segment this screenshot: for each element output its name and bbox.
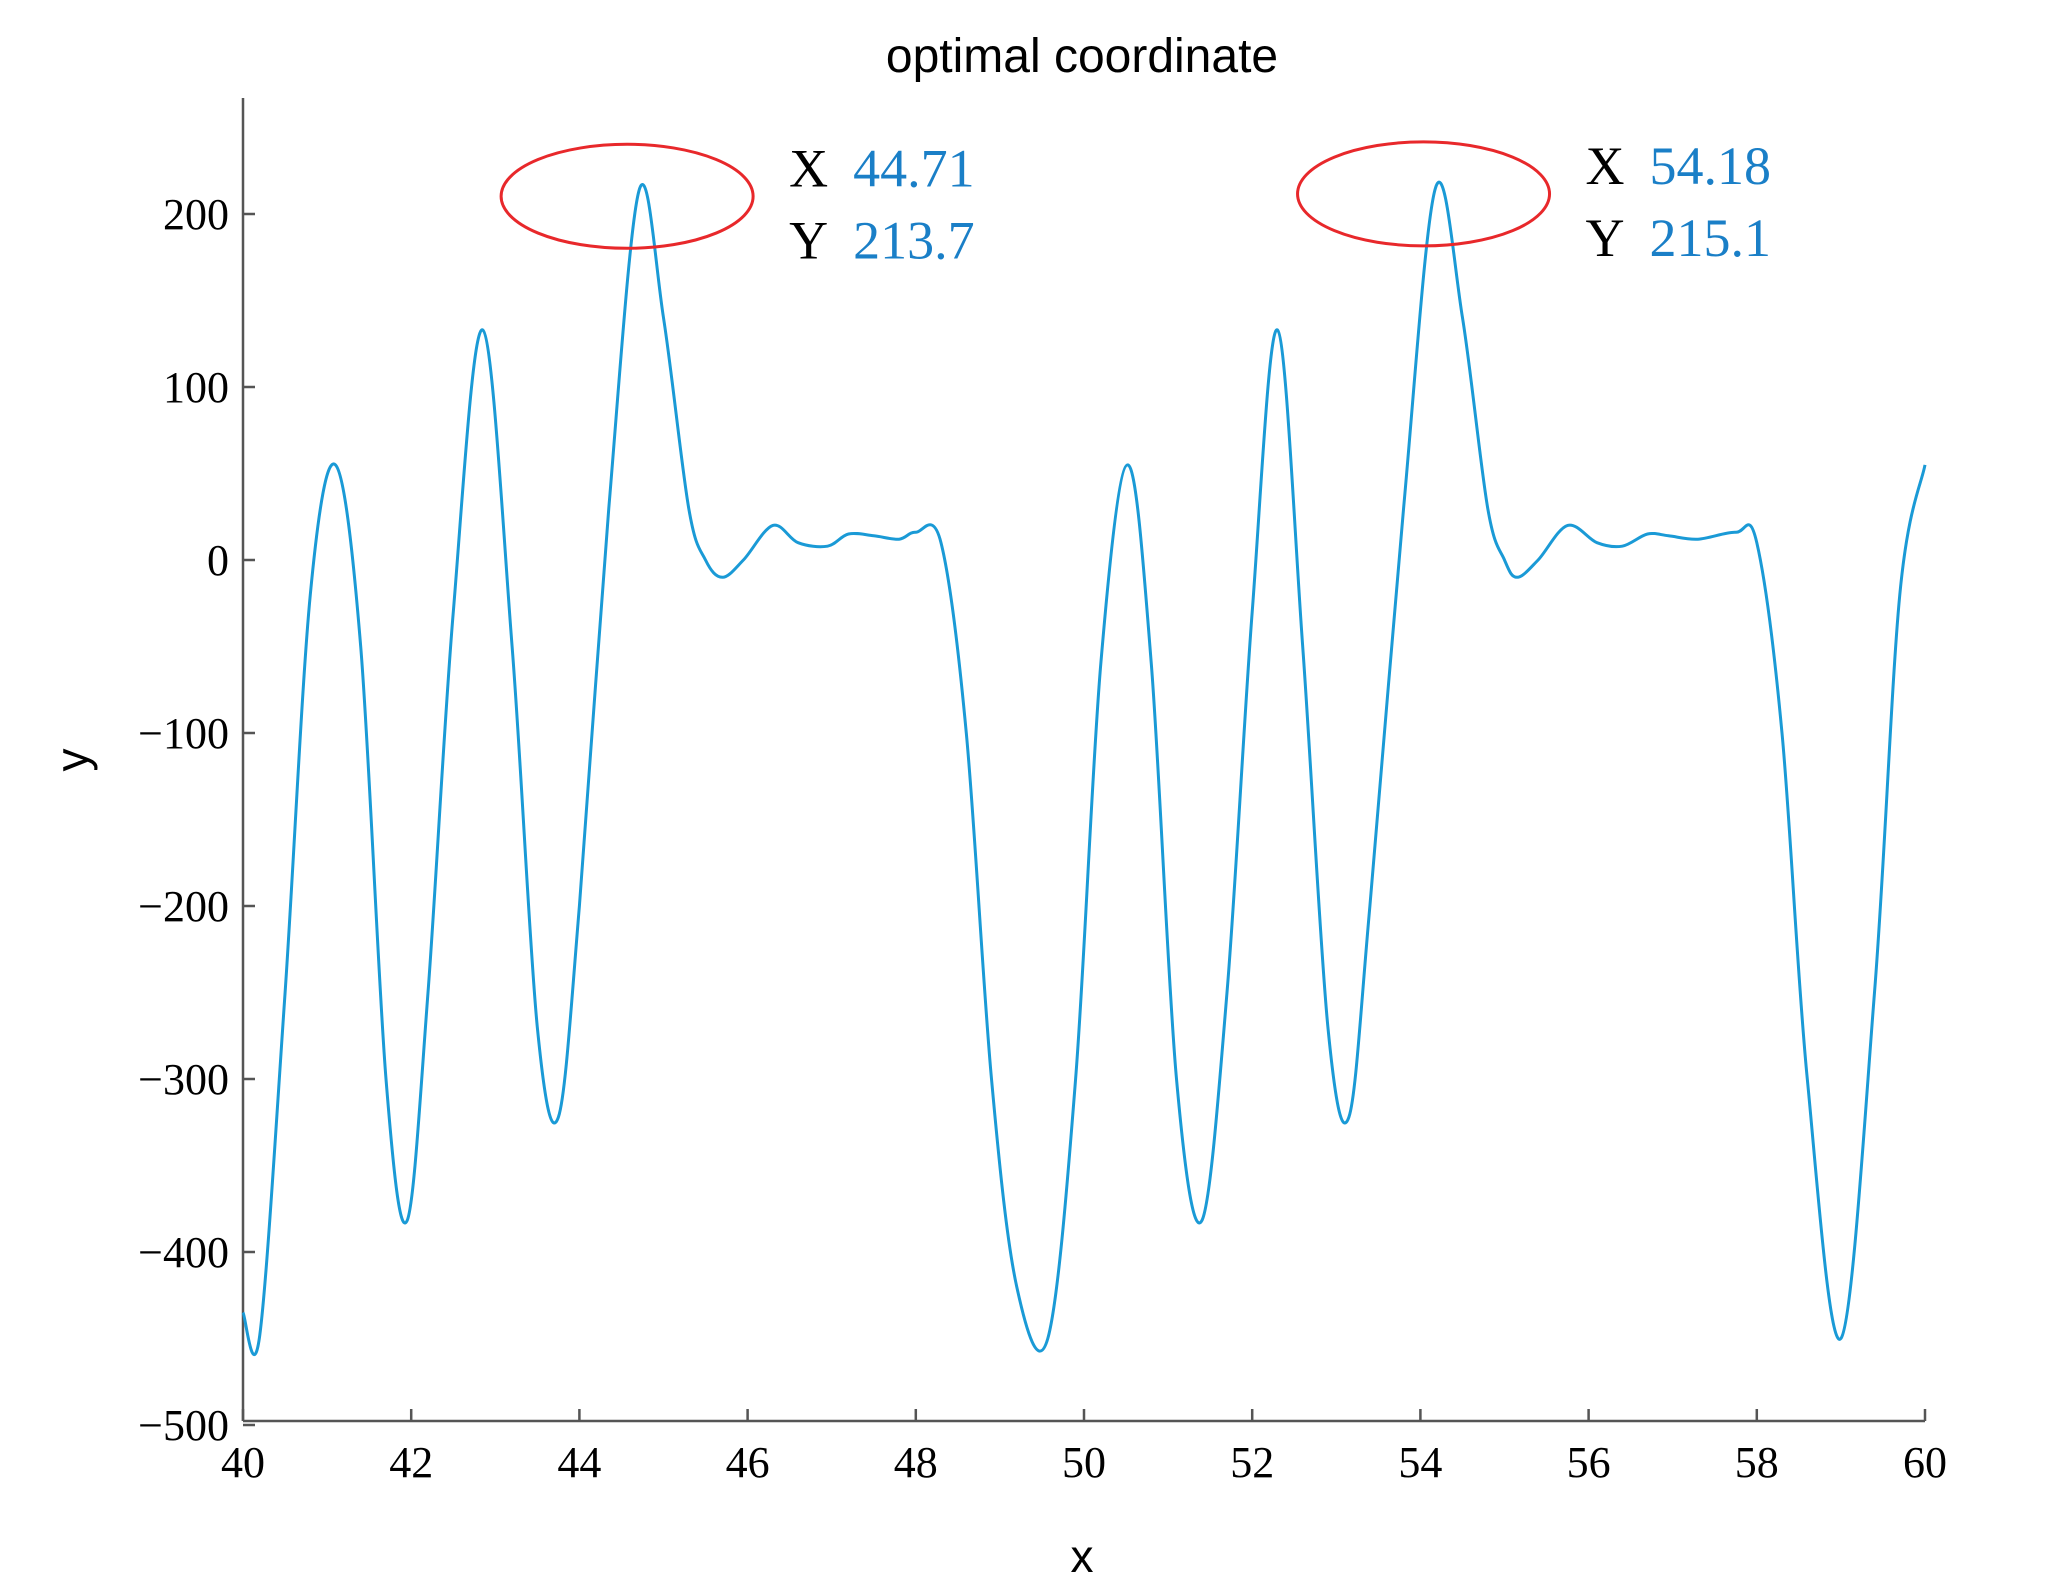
datatip-x-key: X <box>1586 136 1625 196</box>
datatip-y-key: Y <box>1586 208 1625 268</box>
x-tick-label: 40 <box>221 1438 265 1487</box>
x-tick-label: 60 <box>1903 1438 1947 1487</box>
y-axis-label: y <box>46 749 98 772</box>
chart-title: optimal coordinate <box>886 30 1278 83</box>
x-tick-label: 58 <box>1735 1438 1779 1487</box>
y-tick-label: −400 <box>138 1228 229 1277</box>
x-tick-label: 50 <box>1062 1438 1106 1487</box>
series-line <box>241 180 1927 1357</box>
x-tick-label: 44 <box>557 1438 601 1487</box>
datatip-x-value: 54.18 <box>1650 136 1772 196</box>
datatip-x-key: X <box>789 138 828 198</box>
y-tick-label: 200 <box>163 190 229 239</box>
series-layer <box>241 180 1927 1357</box>
x-axis-label: x <box>1071 1530 1094 1582</box>
x-tick-label: 52 <box>1230 1438 1274 1487</box>
axis-ticks: 40 42 44 46 48 50 52 54 56 58 60 −500 −400 −300 −200 −1… <box>138 190 1947 1487</box>
x-tick-label: 56 <box>1567 1438 1611 1487</box>
datatip-y-value: 215.1 <box>1650 208 1772 268</box>
peak-highlight-ellipse <box>1296 140 1552 248</box>
y-tick-label: −500 <box>138 1401 229 1450</box>
axes <box>241 98 1925 1423</box>
x-tick-label: 54 <box>1398 1438 1442 1487</box>
y-tick-label: −300 <box>138 1055 229 1104</box>
datatip-x-value: 44.71 <box>853 138 975 198</box>
x-tick-label: 46 <box>726 1438 770 1487</box>
y-tick-label: −100 <box>138 709 229 758</box>
datatip-y-key: Y <box>789 210 828 270</box>
datatip-y-value: 213.7 <box>853 210 975 270</box>
x-tick-label: 48 <box>894 1438 938 1487</box>
y-tick-label: 100 <box>163 363 229 412</box>
x-tick-label: 42 <box>389 1438 433 1487</box>
y-tick-label: 0 <box>207 536 229 585</box>
y-tick-label: −200 <box>138 882 229 931</box>
peak-highlight-ellipse <box>499 142 755 250</box>
annotation-layer: X 44.71 Y 213.7 X 54.18 Y 215.1 <box>499 136 1772 270</box>
